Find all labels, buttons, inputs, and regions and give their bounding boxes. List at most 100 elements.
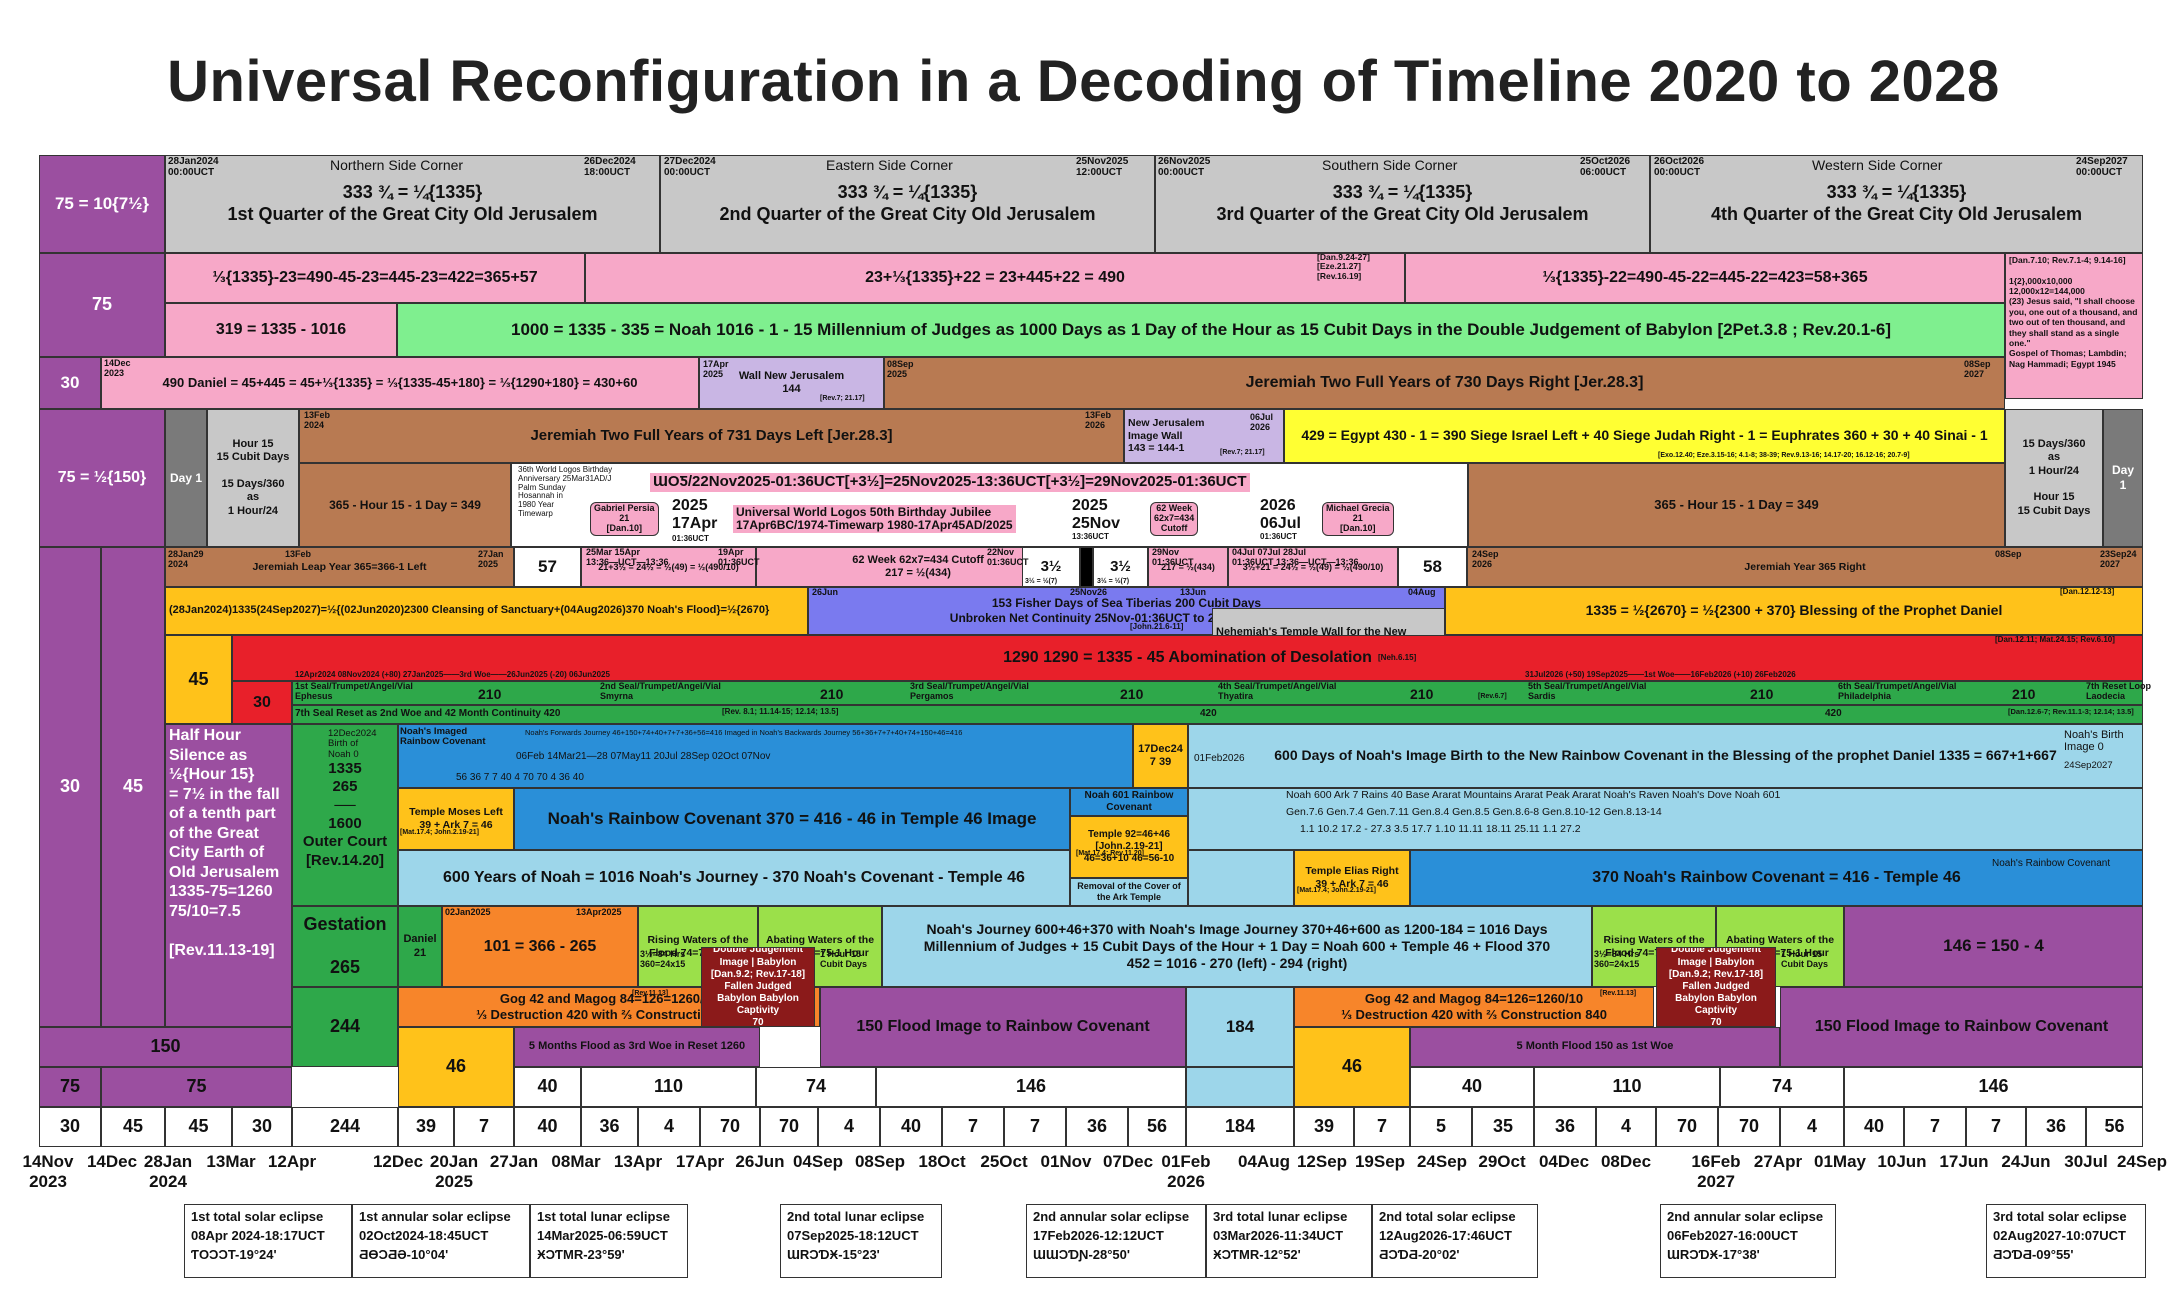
timeline-cell: 333 ¾ = ¼{1335} 4th Quarter of the Great … xyxy=(1650,155,2143,253)
timeline-cell: 5 Month Flood 150 as 1st Woe xyxy=(1410,1027,1780,1067)
timeline-cell-text: 333 ¾ = ¼{1335} 2nd Quarter of the Great … xyxy=(719,182,1096,224)
timeline-cell: 40 xyxy=(1410,1067,1534,1107)
timeline-cell-text: 429 = Egypt 430 - 1 = 390 Siege Israel L… xyxy=(1301,427,1988,444)
eclipse-box: 1st total lunar eclipse 14Mar2025-06:59UC… xyxy=(530,1204,688,1278)
timeline-cell: 3½ xyxy=(1093,547,1148,587)
timeline-label: 2025 17Apr xyxy=(672,497,718,532)
timeline-label: 01:36UCT xyxy=(672,534,709,543)
eclipse-line: ӾƆƬMR-23°59' xyxy=(537,1246,625,1262)
timeline-label: 210 xyxy=(478,686,502,702)
timeline-cell: 150 Flood Image to Rainbow Covenant xyxy=(1780,987,2143,1067)
timeline-cell-text: 110 xyxy=(653,1076,684,1097)
timeline-cell-text: 5 Month Flood 150 as 1st Woe xyxy=(1516,1040,1674,1053)
date-label: 13Apr xyxy=(613,1152,663,1171)
footer-value: 7 xyxy=(1004,1107,1066,1147)
timeline-cell: 3½+21 = 24½ = ½(49) = ½(490/10) xyxy=(1228,547,1398,587)
timeline-label: 210 xyxy=(1750,686,1774,702)
timeline-cell-text: ⅓{1335}-22=490-45-22=445-22=423=58+365 xyxy=(1542,269,1868,287)
timeline-cell-text: 1335 = ½{2670} = ½{2300 + 370} Blessing … xyxy=(1585,602,2003,619)
date-label: 08Sep xyxy=(854,1152,906,1171)
timeline-label: 62 Week 62x7=434 Cutoff xyxy=(1150,502,1199,536)
timeline-cell: 146 xyxy=(876,1067,1186,1107)
eclipse-line: 1st total solar eclipse xyxy=(191,1209,324,1224)
footer-value: 4 xyxy=(1780,1107,1844,1147)
timeline-cell-text: Jeremiah Year 365 Right xyxy=(1744,560,1866,573)
date-label: 18Oct xyxy=(918,1152,966,1171)
timeline-cell: Temple Moses Left 39 + Ark 7 = 46 xyxy=(398,788,514,850)
timeline-cell: Hour 15 15 Cubit Days 15 Days/360 as 1 Hour/… xyxy=(207,409,299,547)
footer-value: 7 xyxy=(1354,1107,1410,1147)
timeline-label: [Dan.12.6-7; Rev.11.1-3; 12.14; 13.5] xyxy=(2008,707,2134,716)
timeline-cell-text: 46 xyxy=(1341,1056,1363,1077)
footer-value: 70 xyxy=(1718,1107,1780,1147)
timeline-cell-text: 146 = 150 - 4 xyxy=(1943,936,2044,956)
timeline-cell: 30 xyxy=(232,681,292,724)
timeline-cell: 45 xyxy=(165,635,232,724)
timeline-cell-text: 1290 1290 = 1335 - 45 xyxy=(1003,649,1372,667)
footer-value: 40 xyxy=(514,1107,581,1147)
timeline-cell: 46 xyxy=(1294,1027,1410,1107)
date-label: 04Dec xyxy=(1538,1152,1590,1171)
timeline-cell xyxy=(292,681,2143,705)
eclipse-box: 2nd total solar eclipse 12Aug2026-17:46UC… xyxy=(1372,1204,1538,1278)
timeline-cell-text: 30 xyxy=(60,372,80,392)
timeline-cell: 5 Months Flood as 3rd Woe in Reset 1260 xyxy=(514,1027,760,1067)
eclipse-line: 02Oct2024-18:45UCT xyxy=(359,1227,489,1243)
timeline-cell-text: Jeremiah Two Full Years of 731 Days Left… xyxy=(530,426,893,444)
timeline-cell: 74 xyxy=(1720,1067,1844,1107)
eclipse-line: 12Aug2026-17:46UCT xyxy=(1379,1227,1512,1243)
timeline-cell-text: Gestation 265 xyxy=(303,913,387,978)
eclipse-line: 3rd total lunar eclipse xyxy=(1213,1209,1348,1224)
eclipse-box: 3rd total solar eclipse 02Aug2027-10:07UC… xyxy=(1986,1204,2146,1278)
timeline-label: 19Apr 01:36UCT xyxy=(718,547,760,567)
footer-value: 70 xyxy=(760,1107,818,1147)
timeline-cell-text: 490 Daniel = 45+445 = 45+⅓{1335} = ⅓{133… xyxy=(162,375,638,391)
timeline-cell xyxy=(292,705,2143,724)
timeline-cell-text: 1000 = 1335 - 335 = Noah 1016 - 1 - 15 M… xyxy=(510,319,1891,339)
eclipse-box: 1st annular solar eclipse 02Oct2024-18:45… xyxy=(352,1204,530,1278)
timeline-cell: ⅓{1335}-23=490-45-23=445-23=422=365+57 xyxy=(165,253,585,303)
date-label: 12Sep xyxy=(1296,1152,1348,1171)
timeline-cell: 74 xyxy=(756,1067,876,1107)
date-label: 07Dec xyxy=(1102,1152,1154,1171)
footer-value: 36 xyxy=(581,1107,638,1147)
timeline-label: 3½ = ½(7) xyxy=(1097,578,1130,585)
footer-value: 244 xyxy=(292,1107,398,1147)
footer-value: 40 xyxy=(880,1107,942,1147)
timeline-cell-text: [Dan.7.10; Rev.7.1-4; 9.14-16] 1{2},000x1… xyxy=(2009,255,2138,369)
timeline-cell-text: 15 Days/360 as 1 Hour/24 Hour 15 15 Cubit Da… xyxy=(2017,437,2091,517)
timeline-cell-text: 74 xyxy=(1771,1076,1793,1097)
page-title: Universal Reconfiguration in a Decoding … xyxy=(167,49,2000,114)
timeline-cell: 319 = 1335 - 1016 xyxy=(165,303,397,357)
timeline-cell-text: Double Judgement Image | Babylon [Dan.9.2… xyxy=(1668,947,1764,1027)
timeline-cell: 146 = 150 - 4 xyxy=(1844,906,2143,987)
timeline-label: 210 xyxy=(820,686,844,702)
timeline-cell-text: 62 Week 62x7=434 Cutoff 217 = ½(434) xyxy=(852,553,984,579)
timeline-cell-text: Removal of the Cover of the Ark Temple xyxy=(1077,881,1181,902)
eclipse-line: 2nd total solar eclipse xyxy=(1379,1209,1516,1224)
timeline-cell-text: 40 xyxy=(537,1076,558,1097)
timeline-cell-text: 75 = 10{7½} xyxy=(54,193,150,213)
timeline-label: 210 xyxy=(1120,686,1144,702)
timeline-cell: 21+3½ = 24½ = ½(49) = ½(490/10) xyxy=(581,547,756,587)
footer-value: 39 xyxy=(1294,1107,1354,1147)
date-label: 13Mar xyxy=(206,1152,256,1171)
date-label: 04Sep xyxy=(792,1152,844,1171)
timeline-cell-text: 21+3½ = 24½ = ½(49) = ½(490/10) xyxy=(598,561,739,572)
timeline-label: 6th Seal/Trumpet/Angel/Vial Philadelphia xyxy=(1838,681,1957,701)
timeline-label: 26Jun xyxy=(812,587,839,597)
timeline-cell-text: 600 Days of Noah's Image Birth to the Ne… xyxy=(1274,747,2057,764)
timeline-cell: Jeremiah Two Full Years of 730 Days Righ… xyxy=(884,357,2005,409)
timeline-label: Southern Side Corner xyxy=(1322,157,1458,173)
timeline-label: [Neh.6.15] xyxy=(1378,653,1417,662)
timeline-cell-text: 58 xyxy=(1423,556,1442,576)
timeline-label: Universal World Logos 50th Birthday Jubi… xyxy=(733,505,1016,534)
timeline-label: 27Jan 2025 xyxy=(478,549,504,569)
timeline-cell: 30 xyxy=(39,357,101,409)
timeline-cell: 184 xyxy=(1186,987,1294,1067)
timeline-cell: 75 = 10{7½} xyxy=(39,155,165,253)
eclipse-line: 2nd annular solar eclipse xyxy=(1667,1209,1824,1224)
eclipse-line: 08Apr 2024-18:17UCT xyxy=(191,1227,325,1243)
timeline-label: 13Jun xyxy=(1180,587,1207,597)
timeline-cell-text: 75 xyxy=(186,1076,207,1097)
